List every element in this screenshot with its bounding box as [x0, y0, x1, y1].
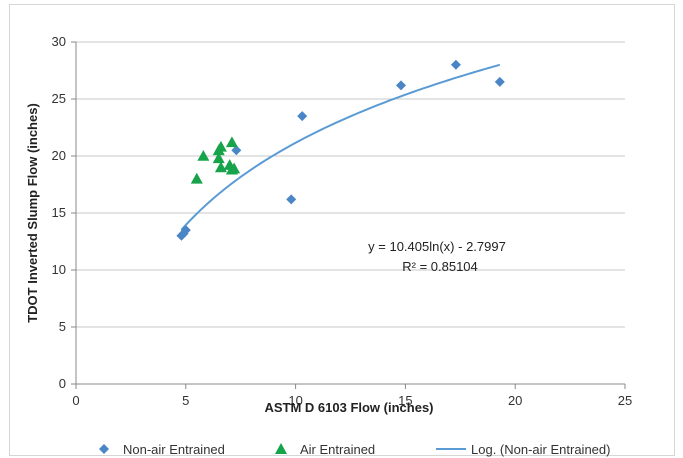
x-tick-label: 5 — [182, 393, 189, 408]
legend-label-air: Air Entrained — [300, 442, 375, 457]
chart-frame — [9, 4, 675, 456]
non-air-entrained-point — [494, 76, 505, 87]
non-air-entrained-point — [231, 145, 242, 156]
legend: Non-air Entrained Air Entrained Log. (No… — [99, 442, 610, 457]
trendline-equation: y = 10.405ln(x) - 2.7997 — [368, 239, 506, 254]
y-tick-label: 10 — [52, 262, 66, 277]
axes: 0 5 10 15 20 25 30 0 5 10 15 20 25 — [52, 34, 633, 408]
legend-label-log: Log. (Non-air Entrained) — [471, 442, 610, 457]
non-air-entrained-point — [297, 111, 308, 122]
legend-triangle-icon — [275, 443, 287, 454]
x-tick-label: 20 — [508, 393, 522, 408]
legend-diamond-icon — [99, 444, 109, 454]
air-entrained-point — [190, 172, 203, 184]
air-entrained-point — [214, 140, 227, 152]
y-tick-label: 0 — [59, 376, 66, 391]
non-air-entrained-point — [180, 225, 191, 236]
log-trendline — [180, 63, 501, 231]
y-tick-label: 25 — [52, 91, 66, 106]
x-tick-label: 10 — [288, 393, 302, 408]
air-entrained-point — [225, 136, 238, 148]
y-tick-label: 15 — [52, 205, 66, 220]
y-tick-label: 5 — [59, 319, 66, 334]
non-air-entrained-point — [450, 59, 461, 70]
x-tick-label: 25 — [618, 393, 632, 408]
gridlines — [76, 41, 625, 328]
trendline-layer — [180, 63, 501, 231]
y-tick-label: 30 — [52, 34, 66, 49]
air-entrained-point — [228, 162, 241, 174]
air-entrained-point — [197, 150, 210, 161]
air-entrained-point — [212, 152, 225, 164]
data-points — [176, 59, 505, 241]
y-tick-label: 20 — [52, 148, 66, 163]
non-air-entrained-point — [396, 80, 407, 91]
x-tick-label: 15 — [398, 393, 412, 408]
air-entrained-point — [214, 161, 227, 173]
x-tick-label: 0 — [72, 393, 79, 408]
r-squared-label: R² = 0.85104 — [402, 259, 478, 274]
non-air-entrained-point — [286, 194, 297, 205]
y-axis-title: TDOT Inverted Slump Flow (inches) — [25, 103, 40, 323]
x-axis-title: ASTM D 6103 Flow (inches) — [264, 400, 433, 415]
legend-label-non-air: Non-air Entrained — [123, 442, 225, 457]
